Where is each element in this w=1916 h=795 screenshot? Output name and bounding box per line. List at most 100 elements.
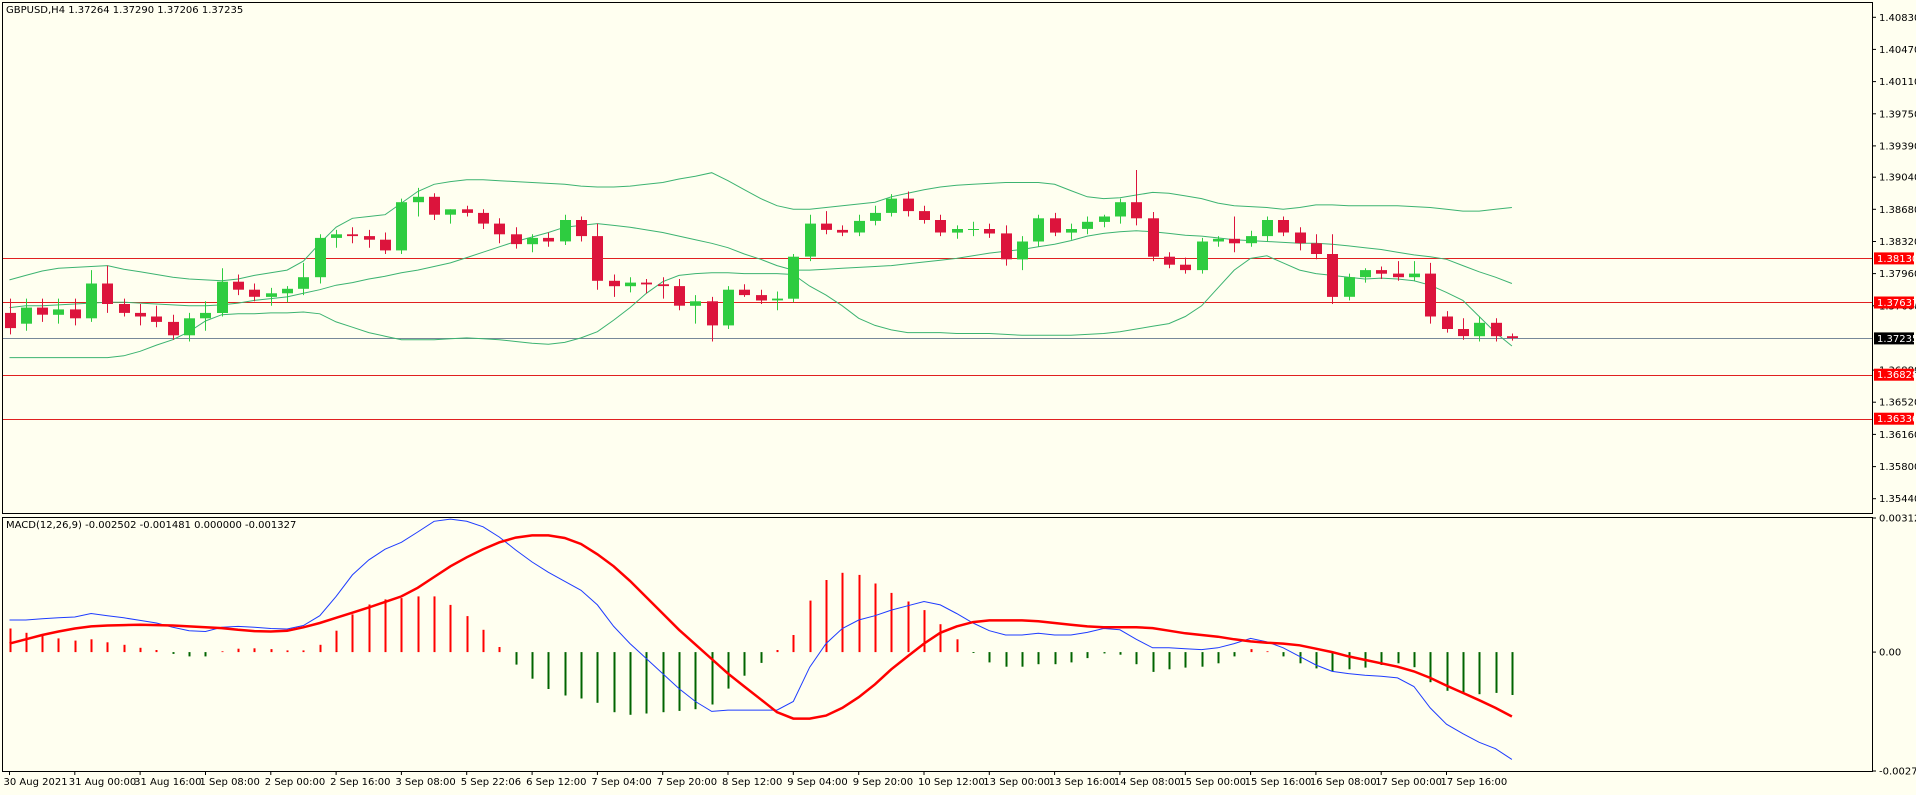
candle-body [364, 236, 375, 240]
candle-body [315, 237, 326, 278]
bull-candle [772, 291, 783, 311]
candle-body [1017, 241, 1028, 260]
bear-candle [1442, 311, 1453, 333]
candle-body [1425, 273, 1436, 317]
candle-body [86, 283, 97, 319]
price-tick-label: 1.39390 [1879, 141, 1916, 152]
bear-candle [984, 223, 995, 238]
bear-candle [1376, 266, 1387, 279]
price-axis[interactable]: 1.40830 1.40470 1.40110 1.39750 1.39390 1.390… [1872, 13, 1916, 505]
candle-body [658, 284, 669, 287]
time-tick-label: 3 Sep 08:00 [395, 777, 455, 788]
candle-body [723, 289, 734, 326]
time-tick-label: 9 Sep 20:00 [853, 777, 913, 788]
time-tick-label: 13 Sep 00:00 [983, 777, 1050, 788]
bollinger-lower-line [9, 255, 1513, 359]
candle-body [1115, 202, 1126, 217]
candle-body [462, 209, 473, 213]
price-tick-label: 1.37960 [1879, 269, 1916, 280]
candle-body [1229, 238, 1240, 244]
time-tick-label: 17 Sep 16:00 [1441, 777, 1508, 788]
time-tick-label: 30 Aug 2021 [4, 777, 68, 788]
level-price-label[interactable] [1874, 252, 1914, 265]
candle-body [739, 289, 750, 296]
bollinger-middle-line [9, 223, 1513, 309]
bear-candle [1180, 257, 1191, 274]
price-tick-label: 1.39750 [1879, 109, 1916, 120]
bear-candle [151, 305, 162, 328]
macd-tick-label: 0.00 [1879, 648, 1901, 659]
level-price-label[interactable] [1874, 296, 1914, 309]
candle-body [1507, 336, 1518, 338]
macd-tick-label: -0.00277 [1879, 767, 1916, 778]
bull-candle [21, 298, 32, 331]
candle-body [984, 229, 995, 234]
bull-candle [298, 262, 309, 296]
candle-body [249, 289, 260, 297]
candle-body [609, 280, 620, 287]
macd-axis[interactable]: 0.003126 0.00 -0.00277 [1872, 514, 1916, 778]
bear-candle [919, 205, 930, 224]
candle-body [1082, 221, 1093, 229]
candle-body [935, 220, 946, 233]
bear-candle [543, 232, 554, 247]
macd-panel-border [2, 517, 1873, 772]
bull-candle [854, 214, 865, 237]
candle-body [331, 234, 342, 238]
candle-body [1131, 202, 1142, 219]
level-price-text: 1.36336 [1877, 414, 1916, 425]
price-tick-label: 1.35440 [1879, 494, 1916, 505]
bear-candle [1278, 216, 1289, 237]
time-axis[interactable]: 30 Aug 2021 31 Aug 00:0031 Aug 16:001 Sep… [4, 771, 1508, 788]
candle-body [886, 198, 897, 213]
candle-body [1278, 220, 1289, 233]
candle-body [1474, 322, 1485, 337]
bull-candle [870, 205, 881, 226]
macd-signal-line [9, 534, 1513, 720]
candle-body [1458, 329, 1469, 337]
bear-candle [1148, 212, 1159, 262]
price-tick-label: 1.35800 [1879, 462, 1916, 473]
bull-candle [1066, 223, 1077, 240]
bull-candle [413, 187, 424, 217]
candle-body [1442, 316, 1453, 329]
bear-candle [821, 211, 832, 235]
macd-indicator [9, 518, 1514, 760]
bear-candle [494, 218, 505, 244]
price-panel-border [2, 2, 1873, 514]
bull-candle [625, 277, 636, 293]
level-price-text: 1.37235 [1877, 334, 1916, 345]
candle-body [1376, 270, 1387, 274]
candle-body [854, 220, 865, 233]
bear-candle [119, 298, 130, 317]
horizontal-levels[interactable] [3, 258, 1872, 420]
current-price-label[interactable] [1874, 332, 1914, 345]
bear-candle [511, 227, 522, 249]
candle-body [298, 277, 309, 289]
bull-candle [805, 214, 816, 262]
bear-candle [1393, 261, 1404, 281]
level-price-label[interactable] [1874, 412, 1914, 425]
candle-body [53, 309, 64, 315]
bull-candle [1246, 230, 1257, 247]
bull-candle [86, 270, 97, 322]
candle-body [1295, 232, 1306, 244]
bear-candle [576, 216, 587, 242]
candle-body [282, 288, 293, 294]
time-tick-label: 7 Sep 04:00 [591, 777, 651, 788]
bull-candle [266, 287, 277, 306]
candle-body [102, 283, 113, 304]
bear-candle [1491, 318, 1502, 342]
candle-body [1327, 254, 1338, 297]
price-tick-label: 1.39040 [1879, 173, 1916, 184]
candle-body [37, 307, 48, 315]
bull-candle [1409, 261, 1420, 281]
time-tick-label: 6 Sep 12:00 [526, 777, 586, 788]
candle-body [380, 239, 391, 251]
candle-body [70, 309, 81, 319]
bear-candle [70, 298, 81, 326]
level-price-label[interactable] [1874, 368, 1914, 381]
